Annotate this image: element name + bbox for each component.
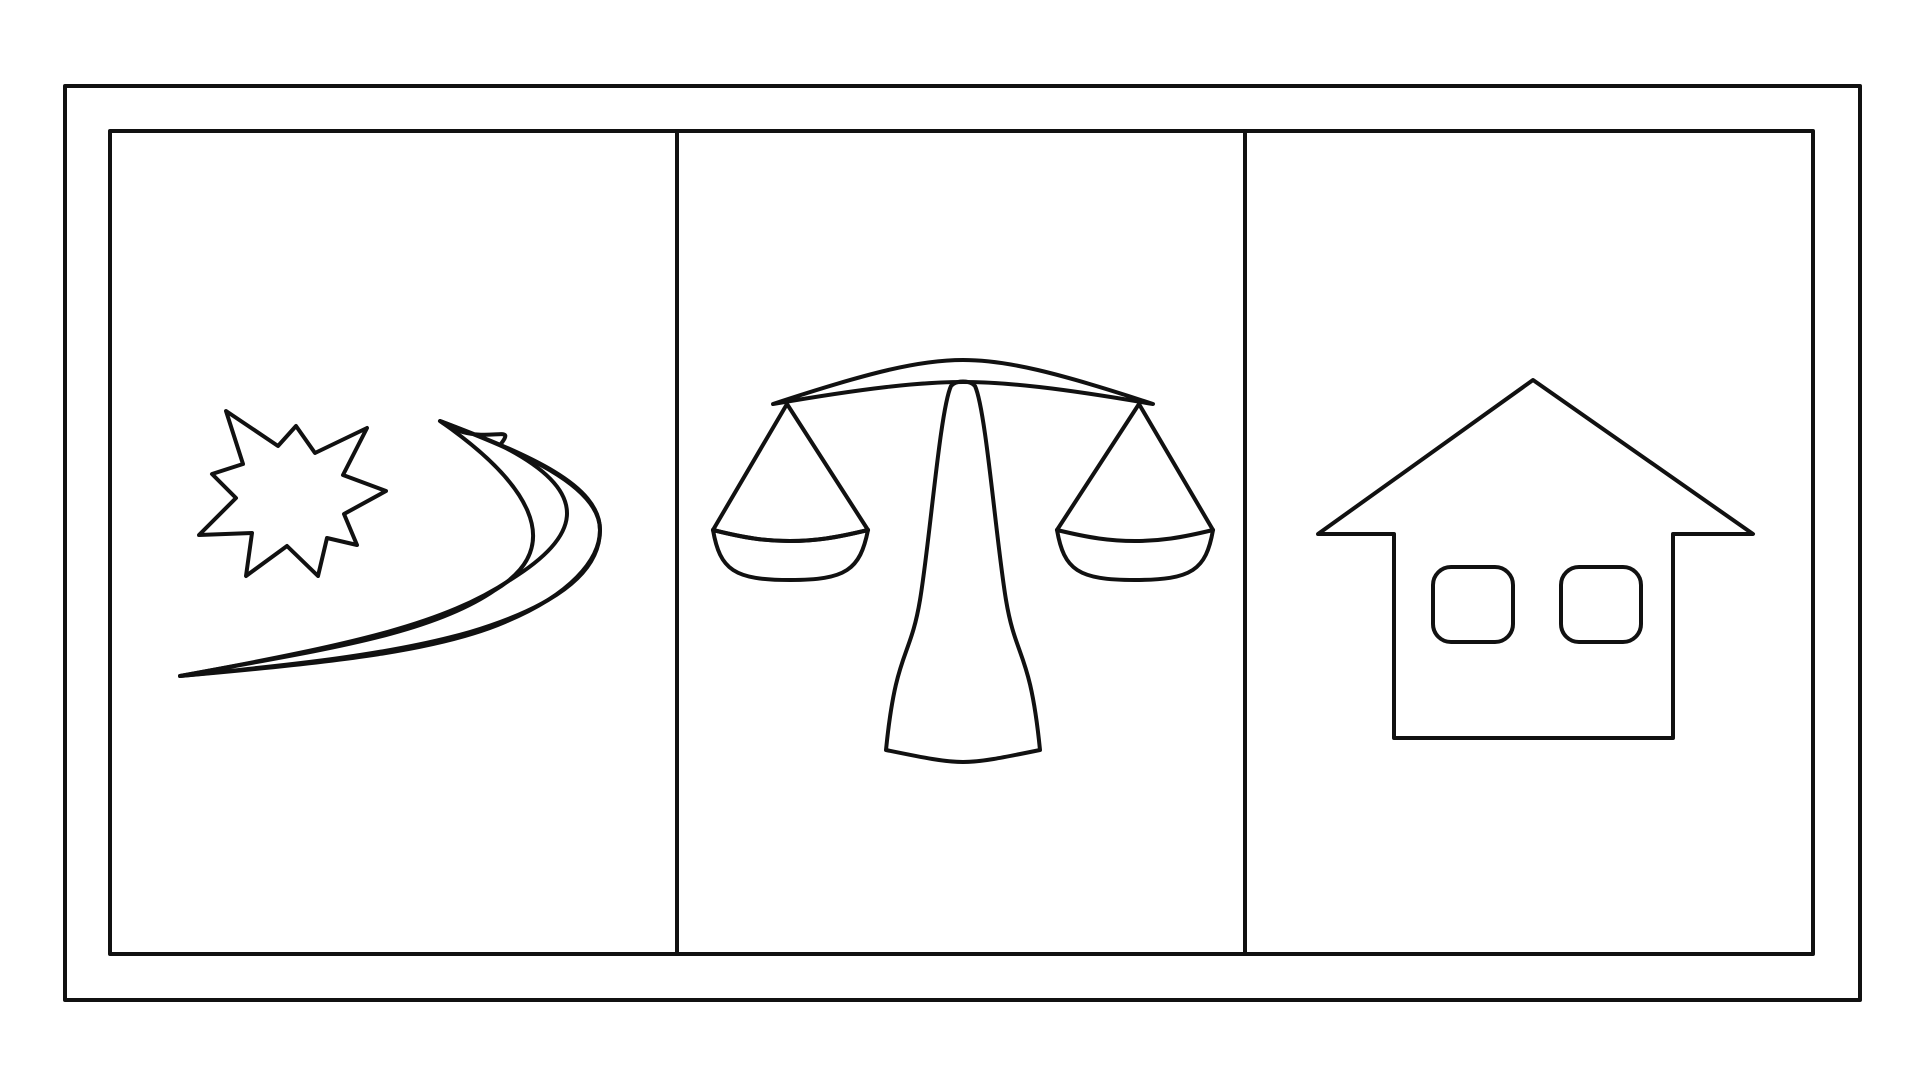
scale-right-pan <box>1055 528 1215 582</box>
house-window-left <box>1431 565 1515 644</box>
scale-left-pan <box>711 528 870 582</box>
house-window-right <box>1559 565 1643 644</box>
inner-frame <box>108 129 1815 956</box>
house-outline <box>1316 378 1755 740</box>
star-icon <box>197 409 388 578</box>
outer-frame <box>63 84 1862 1002</box>
star-comet-icon <box>178 409 602 678</box>
scale-right-strings <box>1055 402 1215 532</box>
scale-pillar <box>884 379 1042 764</box>
balance-scale-icon <box>711 358 1215 764</box>
house-icon <box>1316 378 1755 740</box>
scale-beam <box>771 358 1155 406</box>
comet-tail-outline <box>178 419 602 678</box>
scale-left-strings <box>711 402 870 532</box>
scale-left-pan-rim <box>711 528 870 543</box>
